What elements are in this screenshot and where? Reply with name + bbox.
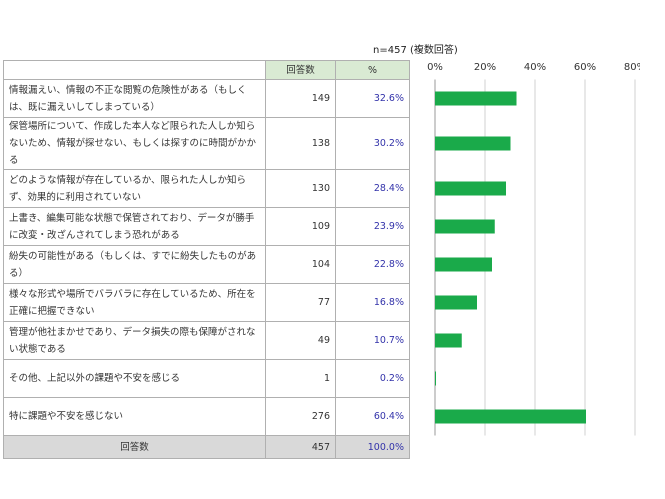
table-row: その他、上記以外の課題や不安を感じる 1 0.2%	[3, 359, 410, 398]
row-percent: 32.6%	[335, 79, 410, 118]
row-label: どのような情報が存在しているか、限られた人しか知らず、効果的に利用されていない	[3, 169, 266, 208]
bar	[435, 295, 477, 310]
row-count: 130	[265, 169, 336, 208]
table-row: 保管場所について、作成した本人など限られた人しか知らないため、情報が探せない、も…	[3, 117, 410, 170]
total-row: 回答数 457 100.0%	[3, 435, 410, 459]
bar	[435, 409, 586, 424]
row-percent: 0.2%	[335, 359, 410, 398]
header-count: 回答数	[265, 60, 336, 80]
row-count: 109	[265, 207, 336, 246]
total-label: 回答数	[3, 435, 266, 459]
row-label: 様々な形式や場所でバラバラに存在しているため、所在を正確に把握できない	[3, 283, 266, 322]
row-percent: 23.9%	[335, 207, 410, 246]
bar	[435, 333, 462, 348]
row-count: 77	[265, 283, 336, 322]
bar	[435, 219, 495, 234]
bar	[435, 91, 517, 106]
x-tick-label: 60%	[574, 62, 596, 73]
row-percent: 28.4%	[335, 169, 410, 208]
row-label: 情報漏えい、情報の不正な閲覧の危険性がある（もしくは、既に漏えいしてしまっている…	[3, 79, 266, 118]
table-row: 上書き、編集可能な状態で保管されており、データが勝手に改変・改ざんされてしまう恐…	[3, 207, 410, 246]
row-count: 149	[265, 79, 336, 118]
bar-chart: 0% 20% 40% 60% 80%	[427, 62, 640, 436]
row-label: 特に課題や不安を感じない	[3, 397, 266, 436]
header-blank-cell	[3, 60, 266, 80]
row-label: 上書き、編集可能な状態で保管されており、データが勝手に改変・改ざんされてしまう恐…	[3, 207, 266, 246]
x-tick-label: 80%	[624, 62, 640, 73]
header-percent: %	[335, 60, 410, 80]
row-percent: 60.4%	[335, 397, 410, 436]
bar	[435, 371, 436, 386]
table-row: どのような情報が存在しているか、限られた人しか知らず、効果的に利用されていない 1…	[3, 169, 410, 208]
row-label: 管理が他社まかせであり、データ損失の際も保障がされない状態である	[3, 321, 266, 360]
row-label: その他、上記以外の課題や不安を感じる	[3, 359, 266, 398]
total-count: 457	[265, 435, 336, 459]
row-count: 276	[265, 397, 336, 436]
row-label: 紛失の可能性がある（もしくは、すでに紛失したものがある）	[3, 245, 266, 284]
row-count: 104	[265, 245, 336, 284]
bar	[435, 136, 511, 151]
bar	[435, 181, 506, 196]
table-row: 様々な形式や場所でバラバラに存在しているため、所在を正確に把握できない 77 16.…	[3, 283, 410, 322]
sample-note: n=457 (複数回答)	[373, 45, 458, 56]
table-row: 特に課題や不安を感じない 276 60.4%	[3, 397, 410, 436]
row-percent: 30.2%	[335, 117, 410, 170]
x-tick-label: 40%	[524, 62, 546, 73]
table-row: 情報漏えい、情報の不正な閲覧の危険性がある（もしくは、既に漏えいしてしまっている…	[3, 79, 410, 118]
row-count: 49	[265, 321, 336, 360]
row-count: 138	[265, 117, 336, 170]
survey-table: 回答数 % 情報漏えい、情報の不正な閲覧の危険性がある（もしくは、既に漏えいして…	[3, 60, 410, 459]
row-percent: 10.7%	[335, 321, 410, 360]
table-header-row: 回答数 %	[3, 60, 410, 80]
row-label: 保管場所について、作成した本人など限られた人しか知らないため、情報が探せない、も…	[3, 117, 266, 170]
row-percent: 16.8%	[335, 283, 410, 322]
table-row: 紛失の可能性がある（もしくは、すでに紛失したものがある） 104 22.8%	[3, 245, 410, 284]
row-percent: 22.8%	[335, 245, 410, 284]
x-tick-label: 0%	[427, 62, 443, 73]
table-row: 管理が他社まかせであり、データ損失の際も保障がされない状態である 49 10.7%	[3, 321, 410, 360]
x-tick-label: 20%	[474, 62, 496, 73]
total-percent: 100.0%	[335, 435, 410, 459]
row-count: 1	[265, 359, 336, 398]
bar	[435, 257, 492, 272]
